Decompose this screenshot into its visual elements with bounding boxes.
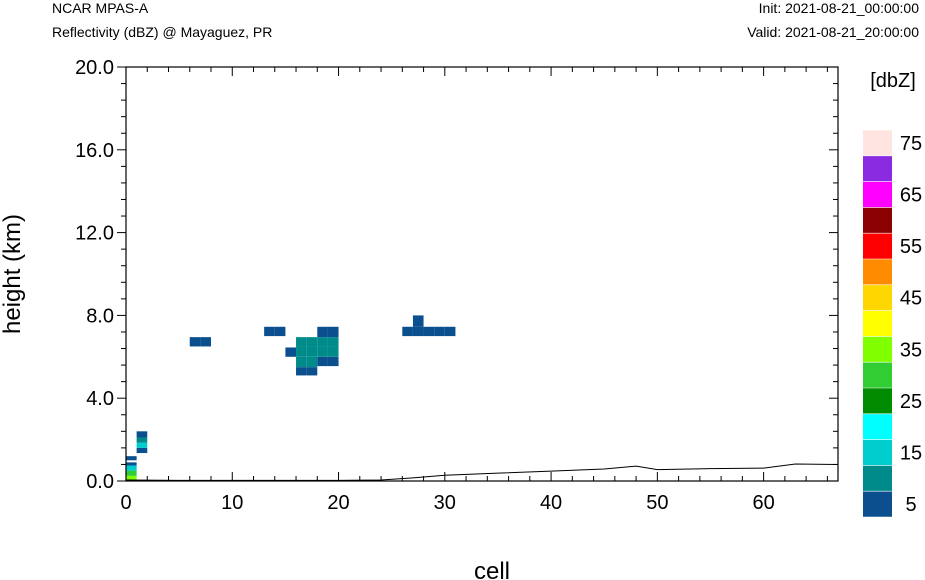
x-tick-label: 10 xyxy=(221,492,243,514)
colorbar: 5 15 25 35 45 55 65 75 [dbZ] xyxy=(863,70,922,518)
reflectivity-cell xyxy=(136,431,148,438)
reflectivity-cell xyxy=(327,356,339,367)
reflectivity-cell xyxy=(306,337,318,347)
x-tick-label: 0 xyxy=(120,492,131,514)
colorbar-swatch xyxy=(863,362,892,388)
colorbar-tick-label: 25 xyxy=(900,391,922,413)
reflectivity-cell xyxy=(296,346,307,357)
colorbar-swatch xyxy=(863,259,892,285)
reflectivity-cell xyxy=(317,337,328,347)
reflectivity-cell xyxy=(317,356,328,367)
y-tick-label: 16.0 xyxy=(75,140,114,162)
x-axis-label: cell xyxy=(474,558,510,580)
reflectivity-cell xyxy=(274,326,286,337)
colorbar-tick-label: 5 xyxy=(905,494,916,516)
reflectivity-cell xyxy=(412,315,424,327)
x-tick-label: 60 xyxy=(752,492,774,514)
reflectivity-cell xyxy=(327,337,339,347)
terrain-polyline xyxy=(125,463,839,481)
colorbar-swatch xyxy=(863,207,892,234)
init-time: Init: 2021-08-21_00:00:00 xyxy=(758,0,919,16)
colorbar-title: [dbZ] xyxy=(870,70,916,92)
x-tick-label: 30 xyxy=(434,492,456,514)
reflectivity-cell xyxy=(126,465,137,471)
colorbar-swatch xyxy=(863,181,892,208)
x-tick-label: 40 xyxy=(540,492,562,514)
reflectivity-cell xyxy=(444,326,456,337)
y-axis-label: height (km) xyxy=(0,214,26,334)
field-subtitle: Reflectivity (dBZ) @ Mayaguez, PR xyxy=(52,24,273,40)
reflectivity-cells xyxy=(126,315,456,481)
reflectivity-cell xyxy=(306,367,318,376)
reflectivity-cell xyxy=(126,456,137,461)
reflectivity-cell xyxy=(126,462,137,466)
colorbar-tick-label: 65 xyxy=(900,185,922,207)
reflectivity-cell xyxy=(306,356,318,368)
model-title: NCAR MPAS-A xyxy=(52,0,149,16)
x-tick-label: 50 xyxy=(646,492,668,514)
y-tick-label: 0.0 xyxy=(86,471,114,493)
colorbar-swatch xyxy=(863,465,892,492)
reflectivity-cell xyxy=(296,367,307,376)
reflectivity-cell xyxy=(189,337,201,347)
reflectivity-cell xyxy=(136,447,148,454)
reflectivity-cell xyxy=(317,326,328,338)
y-tick-label: 20.0 xyxy=(75,57,114,79)
reflectivity-cell xyxy=(327,346,339,357)
colorbar-tick-label: 55 xyxy=(900,236,922,258)
colorbar-tick-label: 15 xyxy=(900,443,922,465)
reflectivity-cell xyxy=(296,337,307,347)
y-tick-label: 4.0 xyxy=(86,388,114,410)
reflectivity-cell xyxy=(126,470,137,476)
colorbar-swatch xyxy=(863,130,892,156)
colorbar-swatch xyxy=(863,233,892,259)
reflectivity-cell xyxy=(402,326,413,337)
colorbar-swatch xyxy=(863,491,892,517)
colorbar-swatch xyxy=(863,155,892,182)
reflectivity-cell xyxy=(136,437,148,443)
reflectivity-cell xyxy=(327,326,339,338)
reflectivity-cell xyxy=(434,326,445,337)
reflectivity-cell xyxy=(136,442,148,448)
plot-frame xyxy=(125,66,839,482)
terrain-line xyxy=(125,463,839,481)
y-tick-label: 12.0 xyxy=(75,223,114,245)
reflectivity-cell xyxy=(285,347,297,357)
y-tick-label: 8.0 xyxy=(86,305,114,327)
reflectivity-cell xyxy=(296,356,307,368)
colorbar-swatch xyxy=(863,284,892,311)
reflectivity-cell xyxy=(264,326,275,337)
colorbar-swatch xyxy=(863,310,892,337)
colorbar-tick-label: 45 xyxy=(900,288,922,310)
colorbar-swatch xyxy=(863,413,892,440)
x-tick-label: 20 xyxy=(327,492,349,514)
colorbar-tick-label: 75 xyxy=(900,133,922,155)
colorbar-tick-label: 35 xyxy=(900,339,922,361)
reflectivity-cell xyxy=(412,326,424,337)
colorbar-swatch xyxy=(863,336,892,363)
reflectivity-cell xyxy=(423,326,435,337)
colorbar-swatch xyxy=(863,388,892,414)
reflectivity-cell xyxy=(306,346,318,357)
reflectivity-cell xyxy=(126,475,137,481)
valid-time: Valid: 2021-08-21_20:00:00 xyxy=(747,24,919,40)
reflectivity-cell xyxy=(317,346,328,357)
reflectivity-cell xyxy=(200,337,212,347)
colorbar-swatch xyxy=(863,439,892,466)
plot-axes: 0 10 20 30 40 50 60 0.0 4.0 8.0 12.0 16.0 20.0 cell he… xyxy=(0,57,839,580)
